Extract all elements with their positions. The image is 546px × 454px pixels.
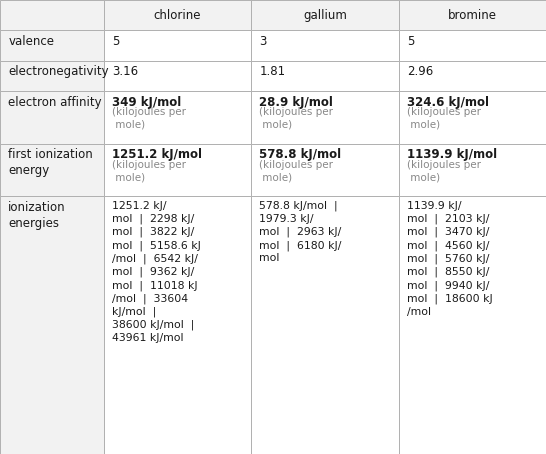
- Bar: [0, 0, 104, 30]
- Text: 324.6 kJ/mol: 324.6 kJ/mol: [407, 95, 489, 109]
- Bar: [0, 30, 104, 61]
- Text: (kilojoules per
 mole): (kilojoules per mole): [112, 160, 186, 182]
- Text: gallium: gallium: [303, 9, 347, 22]
- Text: 578.8 kJ/mol  |
1979.3 kJ/
mol  |  2963 kJ/
mol  |  6180 kJ/
mol: 578.8 kJ/mol | 1979.3 kJ/ mol | 2963 kJ/…: [259, 201, 342, 263]
- Bar: [104, 61, 251, 91]
- Text: (kilojoules per
 mole): (kilojoules per mole): [407, 160, 481, 182]
- Text: 2.96: 2.96: [407, 65, 433, 78]
- Bar: [104, 0, 251, 30]
- Text: electronegativity: electronegativity: [8, 65, 109, 78]
- Bar: [104, 196, 251, 454]
- Text: first ionization
energy: first ionization energy: [8, 148, 93, 177]
- Bar: [399, 0, 546, 30]
- Text: 5: 5: [112, 35, 120, 48]
- Text: electron affinity: electron affinity: [8, 95, 102, 109]
- Bar: [104, 91, 251, 143]
- Bar: [104, 143, 251, 196]
- Bar: [399, 30, 546, 61]
- Bar: [0, 61, 104, 91]
- Text: ionization
energies: ionization energies: [8, 201, 66, 230]
- Bar: [399, 91, 546, 143]
- Text: 3.16: 3.16: [112, 65, 138, 78]
- Text: 578.8 kJ/mol: 578.8 kJ/mol: [259, 148, 341, 161]
- Bar: [104, 30, 251, 61]
- Text: 5: 5: [407, 35, 414, 48]
- Text: bromine: bromine: [448, 9, 497, 22]
- Bar: [0, 196, 104, 454]
- Bar: [399, 61, 546, 91]
- Bar: [399, 196, 546, 454]
- Bar: [0, 91, 104, 143]
- Bar: [399, 143, 546, 196]
- Text: chlorine: chlorine: [154, 9, 201, 22]
- Text: (kilojoules per
 mole): (kilojoules per mole): [259, 160, 334, 182]
- Text: 28.9 kJ/mol: 28.9 kJ/mol: [259, 95, 333, 109]
- Text: 349 kJ/mol: 349 kJ/mol: [112, 95, 181, 109]
- Text: (kilojoules per
 mole): (kilojoules per mole): [259, 107, 334, 129]
- Bar: [251, 0, 399, 30]
- Text: 1251.2 kJ/
mol  |  2298 kJ/
mol  |  3822 kJ/
mol  |  5158.6 kJ
/mol  |  6542 kJ/: 1251.2 kJ/ mol | 2298 kJ/ mol | 3822 kJ/…: [112, 201, 201, 343]
- Text: 1139.9 kJ/mol: 1139.9 kJ/mol: [407, 148, 497, 161]
- Text: 1251.2 kJ/mol: 1251.2 kJ/mol: [112, 148, 202, 161]
- Text: (kilojoules per
 mole): (kilojoules per mole): [407, 107, 481, 129]
- Bar: [0, 143, 104, 196]
- Text: (kilojoules per
 mole): (kilojoules per mole): [112, 107, 186, 129]
- Bar: [251, 91, 399, 143]
- Bar: [251, 143, 399, 196]
- Text: 1.81: 1.81: [259, 65, 286, 78]
- Bar: [251, 30, 399, 61]
- Text: 3: 3: [259, 35, 267, 48]
- Bar: [251, 61, 399, 91]
- Text: 1139.9 kJ/
mol  |  2103 kJ/
mol  |  3470 kJ/
mol  |  4560 kJ/
mol  |  5760 kJ/
m: 1139.9 kJ/ mol | 2103 kJ/ mol | 3470 kJ/…: [407, 201, 492, 317]
- Bar: [251, 196, 399, 454]
- Text: valence: valence: [8, 35, 54, 48]
